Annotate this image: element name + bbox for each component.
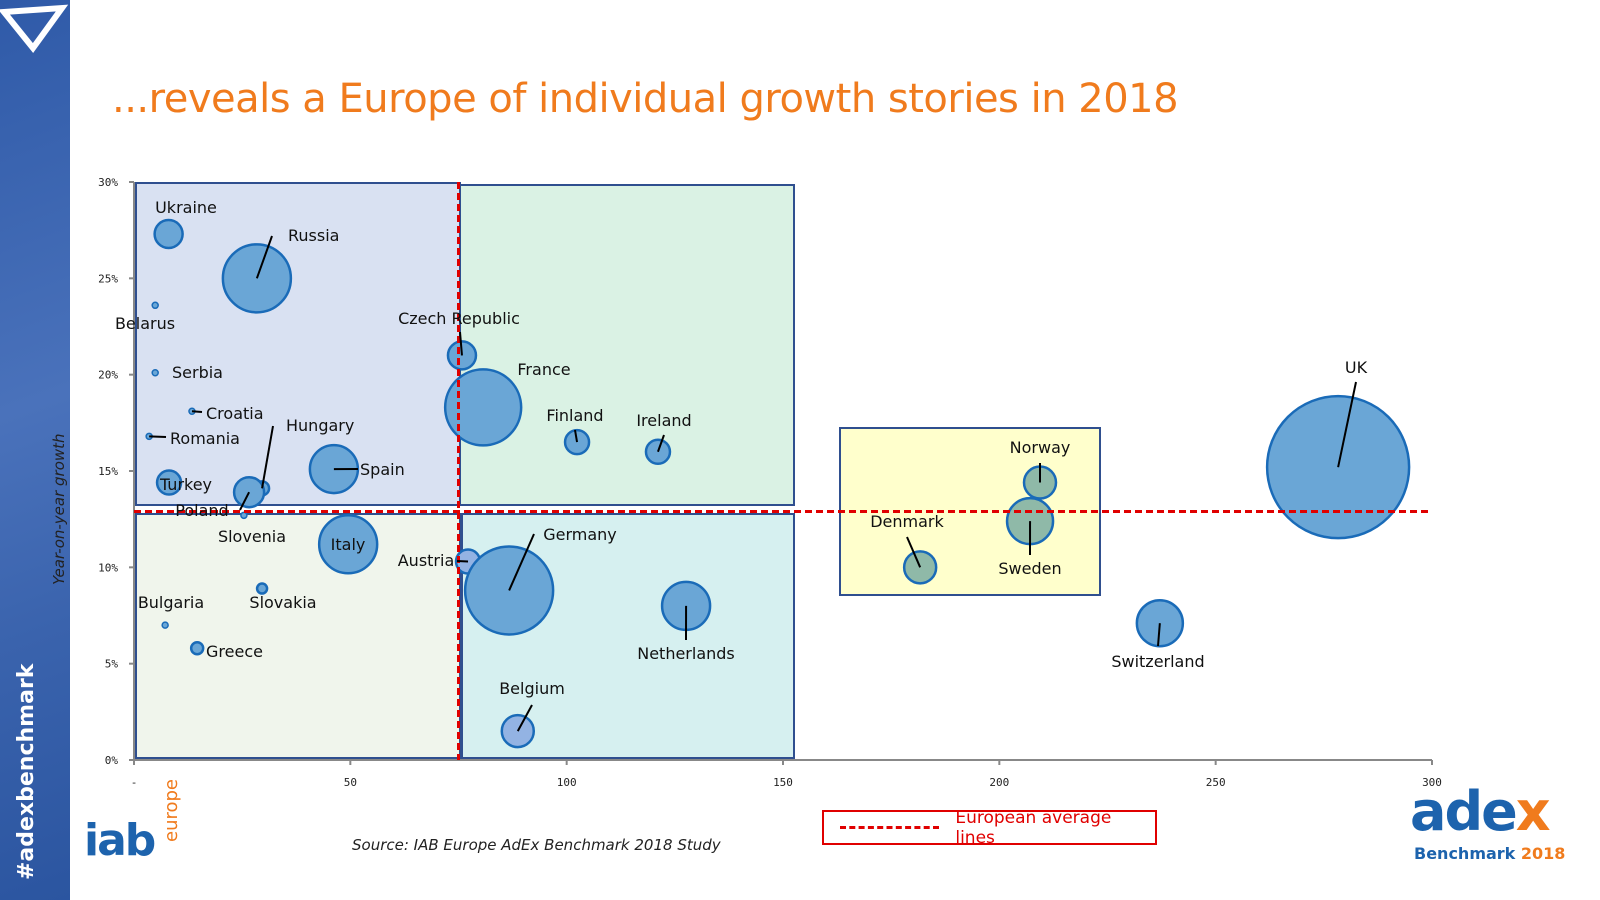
data-label: Italy [331,535,366,554]
source-note: Source: IAB Europe AdEx Benchmark 2018 S… [352,836,721,854]
adex-logo-text: adex [1410,780,1565,844]
data-label: France [517,360,570,379]
leader-line [516,704,533,732]
bubble-france [443,368,523,447]
bubble-ukraine [153,218,184,250]
quadrant-upper-left [135,182,461,506]
iab-europe-logo: iab [84,788,156,868]
adex-x-letter: x [1515,780,1551,843]
iab-logo-text: iab [84,815,156,866]
adex-word: adex [1410,780,1551,843]
sidebar: #adexbenchmark [0,0,70,900]
data-label: Croatia [206,404,264,423]
leader-line [574,429,579,443]
data-label: UK [1345,358,1368,377]
data-label: Switzerland [1111,652,1204,671]
leader-line [261,425,274,489]
adex-benchmark-logo: adex Benchmark 2018 [1410,780,1565,864]
x-tick-label: 200 [989,776,1009,789]
bubble-serbia [151,368,159,377]
y-tick-label: 30% [98,176,118,189]
adex-year: 2018 [1520,844,1566,863]
bubble-bulgaria [161,621,169,629]
data-label: Greece [206,642,263,661]
leader-line [255,235,273,279]
legend-label: European average lines [955,807,1112,848]
data-label: Bulgaria [138,593,204,612]
data-label: Netherlands [637,644,735,663]
x-tick-label: 300 [1422,776,1442,789]
legend-dashed-line [840,826,940,829]
y-tick-label: 10% [98,561,118,574]
leader-line [459,331,463,356]
bubble-slovenia [240,511,248,520]
bubble-greece [189,641,205,656]
data-label: Austria [398,551,455,570]
leader-line [508,533,535,591]
data-label: Belarus [115,314,175,333]
leader-line [149,435,167,438]
data-label: Norway [1010,438,1071,457]
iab-logo-europe: europe [161,779,182,842]
x-tick-label: 250 [1206,776,1226,789]
y-tick-label: 5% [105,658,119,671]
quadrant-lower-left [135,513,461,759]
y-tick-label: 25% [98,272,118,285]
data-label: Ukraine [155,198,217,217]
leader-line [1157,623,1161,647]
data-label: Belgium [499,679,565,698]
adex-benchmark-word: Benchmark [1414,844,1516,863]
data-label: Ireland [636,411,691,430]
data-label: Serbia [172,363,223,382]
data-label: Czech Republic [398,309,520,328]
leader-line [1337,381,1357,468]
bubble-poland [232,475,266,509]
bubble-italy [317,513,379,575]
x-tick-label: 50 [344,776,357,789]
data-label: Germany [543,525,617,544]
triangle-down-icon [0,4,69,53]
y-axis-label: Year-on-year growth [50,433,68,585]
data-label: Slovakia [249,593,316,612]
y-tick-label: 15% [98,465,118,478]
data-label: Spain [360,460,405,479]
x-tick-label: 100 [557,776,577,789]
leader-line [191,410,203,413]
data-label: Russia [288,226,339,245]
data-label: Romania [170,429,240,448]
data-label: Hungary [286,416,354,435]
bubble-turkey [155,469,183,496]
data-label: Poland [175,501,228,520]
y-tick-label: 20% [98,369,118,382]
bubble-slovakia [255,582,269,595]
data-label: Turkey [159,475,212,494]
data-label: Sweden [998,559,1061,578]
leader-line [906,536,922,568]
y-tick-label: 0% [105,754,119,767]
data-label: Slovenia [218,527,286,546]
bubble-belarus [151,301,159,310]
leader-line [239,491,250,511]
leader-line [657,434,665,453]
data-label: Denmark [870,512,944,531]
x-tick-label: - [131,776,138,789]
adex-logo-sub: Benchmark 2018 [1414,844,1565,864]
leader-line [456,560,469,563]
page-title: ...reveals a Europe of individual growth… [112,76,1179,122]
data-label: Finland [546,406,603,425]
x-tick-label: 150 [773,776,793,789]
quadrant-upper-right [459,184,795,506]
legend: European average lines [822,807,1157,848]
